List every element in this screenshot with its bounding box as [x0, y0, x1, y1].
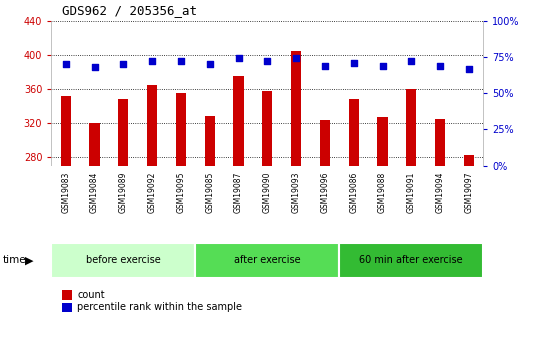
Point: [292, 56, 300, 61]
Bar: [320, 120, 330, 166]
Bar: [233, 76, 244, 166]
Bar: [464, 155, 474, 166]
Text: GSM19096: GSM19096: [320, 172, 329, 213]
Point: [90, 64, 99, 70]
Bar: [435, 119, 445, 166]
Point: [349, 60, 358, 66]
Bar: [147, 85, 157, 166]
Bar: [118, 99, 129, 166]
Text: GSM19090: GSM19090: [263, 172, 272, 213]
Bar: [60, 96, 71, 166]
Bar: [406, 89, 416, 166]
Text: GSM19089: GSM19089: [119, 172, 128, 213]
Bar: [195, 243, 339, 278]
Text: after exercise: after exercise: [234, 256, 301, 265]
Text: GDS962 / 205356_at: GDS962 / 205356_at: [62, 4, 197, 17]
Point: [234, 56, 243, 61]
Point: [407, 59, 416, 64]
Point: [263, 59, 272, 64]
Point: [436, 63, 444, 68]
Point: [205, 61, 214, 67]
Text: GSM19092: GSM19092: [147, 172, 157, 213]
Bar: [377, 117, 388, 166]
Point: [464, 66, 473, 71]
Bar: [176, 93, 186, 166]
Text: ▶: ▶: [25, 256, 33, 265]
Point: [148, 59, 157, 64]
Bar: [262, 91, 272, 166]
Point: [119, 61, 127, 67]
Bar: [205, 116, 215, 166]
Bar: [339, 243, 483, 278]
Text: GSM19086: GSM19086: [349, 172, 358, 213]
Point: [378, 63, 387, 68]
Text: percentile rank within the sample: percentile rank within the sample: [77, 303, 242, 312]
Bar: [51, 243, 195, 278]
Text: GSM19087: GSM19087: [234, 172, 243, 213]
Point: [62, 61, 70, 67]
Text: GSM19097: GSM19097: [464, 172, 474, 213]
Text: count: count: [77, 290, 105, 300]
Text: GSM19091: GSM19091: [407, 172, 416, 213]
Text: GSM19085: GSM19085: [205, 172, 214, 213]
Text: GSM19095: GSM19095: [177, 172, 185, 213]
Bar: [349, 99, 359, 166]
Bar: [90, 123, 99, 166]
Point: [177, 59, 185, 64]
Point: [321, 63, 329, 68]
Text: GSM19083: GSM19083: [61, 172, 70, 213]
Text: GSM19094: GSM19094: [436, 172, 444, 213]
Text: GSM19093: GSM19093: [292, 172, 301, 213]
Text: time: time: [3, 256, 26, 265]
Text: before exercise: before exercise: [86, 256, 161, 265]
Text: 60 min after exercise: 60 min after exercise: [360, 256, 463, 265]
Text: GSM19088: GSM19088: [378, 172, 387, 213]
Bar: [291, 50, 301, 166]
Text: GSM19084: GSM19084: [90, 172, 99, 213]
